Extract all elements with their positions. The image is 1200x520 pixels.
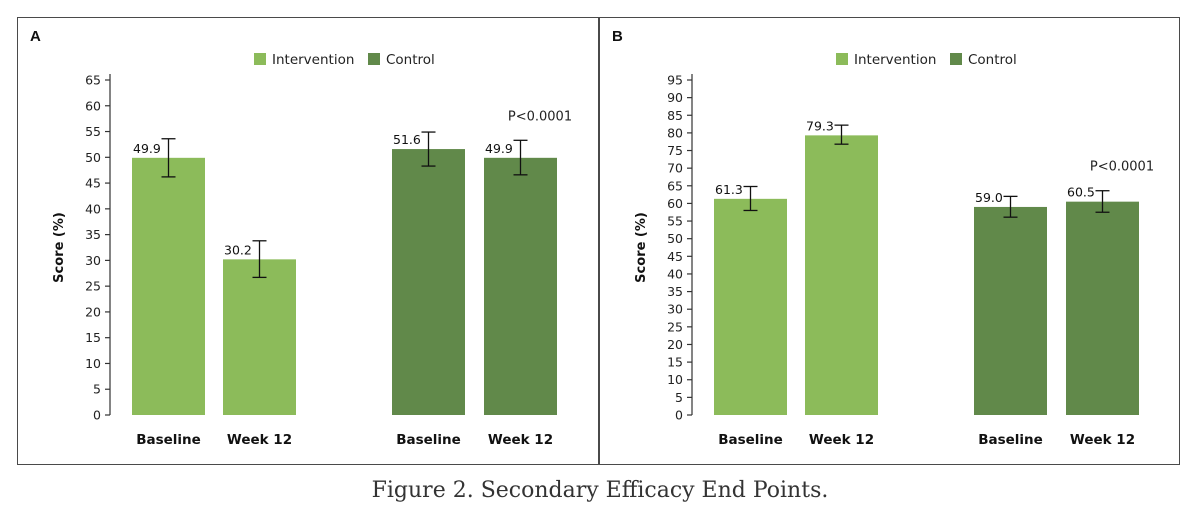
y-tick-label: 10	[85, 356, 101, 371]
y-tick-label: 25	[667, 319, 683, 334]
data-label: 49.9	[485, 141, 513, 156]
y-tick-label: 35	[85, 227, 101, 242]
bar-intervention-week-12	[805, 135, 878, 415]
legend-swatch-intervention	[254, 53, 266, 65]
y-tick-label: 95	[667, 73, 683, 88]
panel-letter: B	[612, 28, 623, 45]
x-category-label: Week 12	[809, 432, 874, 448]
x-category-label: Baseline	[136, 432, 201, 448]
bar-intervention-baseline	[714, 198, 787, 415]
y-tick-label: 10	[667, 372, 683, 387]
y-tick-label: 25	[85, 279, 101, 294]
bar-control-baseline	[974, 206, 1047, 415]
y-tick-label: 70	[667, 161, 683, 176]
legend-label-intervention: Intervention	[272, 52, 354, 68]
y-tick-label: 45	[667, 249, 683, 264]
bar-control-baseline	[392, 149, 465, 416]
data-label: 61.3	[715, 182, 743, 197]
y-axis-label: Score (%)	[52, 212, 67, 283]
y-tick-label: 40	[667, 266, 683, 281]
p-value-annotation: P<0.0001	[508, 109, 572, 124]
y-tick-label: 50	[85, 150, 101, 165]
data-label: 59.0	[975, 190, 1003, 205]
legend-swatch-intervention	[836, 53, 848, 65]
bar-control-week-12	[484, 157, 557, 416]
legend-label-intervention: Intervention	[854, 52, 936, 68]
x-category-label: Baseline	[718, 432, 783, 448]
y-tick-label: 60	[85, 98, 101, 113]
legend-swatch-control	[950, 53, 962, 65]
legend-swatch-control	[368, 53, 380, 65]
y-tick-label: 40	[85, 201, 101, 216]
bar-intervention-baseline	[132, 157, 205, 416]
chart-panel-b: B Intervention Control 0 5 10 15 20 25 30 35 40 45 50…	[612, 28, 1154, 448]
x-category-label: Baseline	[396, 432, 461, 448]
y-tick-label: 55	[85, 124, 101, 139]
y-tick-label: 5	[675, 390, 683, 405]
y-tick-label: 0	[93, 408, 101, 423]
legend-label-control: Control	[386, 52, 435, 68]
y-tick-label: 65	[85, 73, 101, 88]
x-category-label: Week 12	[488, 432, 553, 448]
data-label: 51.6	[393, 132, 421, 147]
y-tick-label: 75	[667, 143, 683, 158]
y-tick-label: 85	[667, 108, 683, 123]
data-label: 60.5	[1067, 185, 1095, 200]
y-tick-label: 45	[85, 176, 101, 191]
bar-intervention-week-12	[223, 259, 296, 415]
data-label: 30.2	[224, 242, 252, 257]
bar-control-week-12	[1066, 201, 1139, 415]
y-tick-label: 55	[667, 214, 683, 229]
legend-label-control: Control	[968, 52, 1017, 68]
y-tick-label: 35	[667, 284, 683, 299]
chart-panel-a: A Intervention Control 0 5 10 15 20 25 30 35 40 45 50…	[30, 28, 572, 448]
y-tick-label: 20	[85, 304, 101, 319]
x-category-label: Week 12	[1070, 432, 1135, 448]
y-tick-label: 30	[85, 253, 101, 268]
y-tick-label: 65	[667, 178, 683, 193]
data-label: 49.9	[133, 141, 161, 156]
figure-caption: Figure 2. Secondary Efficacy End Points.	[371, 478, 829, 503]
y-tick-label: 0	[675, 408, 683, 423]
x-category-label: Week 12	[227, 432, 292, 448]
p-value-annotation: P<0.0001	[1090, 160, 1154, 175]
y-tick-label: 30	[667, 302, 683, 317]
panel-letter: A	[30, 28, 41, 45]
panel-divider	[598, 17, 600, 465]
y-axis-label: Score (%)	[634, 212, 649, 283]
y-tick-label: 60	[667, 196, 683, 211]
y-tick-label: 90	[667, 90, 683, 105]
y-tick-label: 15	[667, 355, 683, 370]
y-tick-label: 80	[667, 125, 683, 140]
y-tick-label: 15	[85, 330, 101, 345]
data-label: 79.3	[806, 118, 834, 133]
y-tick-label: 5	[93, 382, 101, 397]
y-tick-label: 50	[667, 231, 683, 246]
x-category-label: Baseline	[978, 432, 1043, 448]
y-tick-label: 20	[667, 337, 683, 352]
